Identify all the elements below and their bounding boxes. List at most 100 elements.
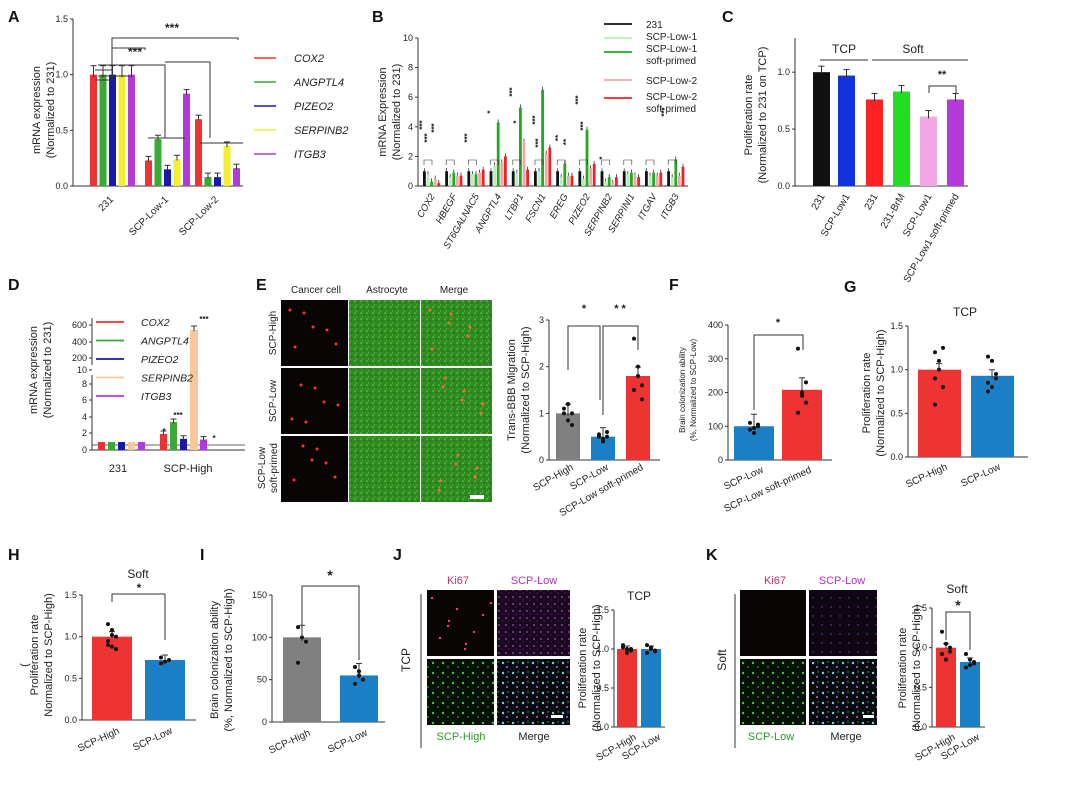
bar [537, 171, 541, 186]
y-axis-label: (Normalized to 231 on TCP) [757, 47, 769, 184]
bar [511, 171, 515, 186]
x-tick-label: SCP-High [531, 462, 575, 494]
y-axis-label: Proliferation rate [29, 615, 41, 696]
bar [504, 156, 507, 186]
bar [92, 636, 132, 720]
significance-bracket [130, 64, 166, 138]
bar [489, 171, 493, 186]
cell-dot [463, 647, 467, 651]
panel-letter: K [706, 547, 718, 564]
y-axis-label: Proliferation rate [861, 353, 873, 434]
data-point [944, 657, 948, 662]
bar [98, 442, 105, 450]
legend-label: COX2 [294, 53, 324, 65]
micrograph-cancer [281, 368, 348, 434]
legend-label: ANGPTL4 [140, 336, 189, 348]
y-tick-label: 0.5 [890, 408, 903, 418]
micrograph-cancer [281, 300, 348, 366]
bar [493, 165, 496, 186]
bar [522, 141, 526, 186]
x-tick-label: FSCN1 [523, 192, 548, 224]
y-tick-label: 0 [262, 717, 267, 727]
significance-bracket [468, 159, 477, 165]
bar [118, 442, 125, 450]
cell-dot [473, 475, 477, 479]
x-tick-label: EREG [548, 192, 571, 221]
y-tick-label: 0 [82, 445, 87, 455]
data-point [941, 345, 945, 350]
y-tick-label: 8 [408, 63, 413, 73]
y-axis-label: ( [19, 663, 31, 667]
data-point [353, 681, 357, 686]
scale-bar [470, 495, 484, 499]
data-point [640, 397, 644, 402]
bar [340, 675, 378, 722]
data-point [566, 418, 570, 423]
legend-label: soft-primed [646, 104, 696, 115]
data-point [361, 677, 365, 682]
cell-dot [460, 398, 464, 402]
y-tick-label: 0.0 [890, 452, 903, 462]
bar [893, 91, 910, 186]
significance-bracket [601, 159, 610, 165]
y-tick-label: 0.5 [596, 683, 609, 693]
bar [592, 163, 596, 186]
micrograph-label: Merge [830, 731, 861, 743]
y-axis-label: (Normalized to 231) [45, 62, 57, 159]
data-point [994, 372, 998, 377]
bar [145, 660, 185, 720]
y-axis-label: (%, Normalized to SCP-High) [223, 588, 235, 731]
cell-dot [466, 334, 470, 338]
significance-label: *** [418, 119, 427, 129]
bar [838, 75, 855, 186]
data-point [167, 658, 171, 662]
cell-dot [288, 308, 292, 312]
micrograph-header: Cancer cell [291, 285, 341, 296]
bar [622, 171, 626, 186]
bar [128, 74, 135, 186]
data-point [636, 364, 640, 369]
legend-label: SCP-Low-2 [646, 92, 698, 103]
data-point [562, 406, 566, 411]
data-point [948, 645, 952, 650]
bar [617, 649, 637, 727]
significance-label: * [327, 567, 333, 583]
bar [534, 171, 537, 186]
cell-dot [302, 311, 306, 315]
bar [200, 439, 207, 450]
data-point [625, 650, 629, 655]
cell-dot [462, 389, 466, 393]
significance-label: * [512, 120, 521, 124]
bar [582, 178, 585, 186]
y-axis-label: (Normalized to 231) [391, 64, 403, 161]
y-tick-label: 0 [408, 181, 413, 191]
data-point [357, 673, 361, 678]
bar [607, 177, 611, 186]
data-point [972, 659, 976, 664]
bar [138, 442, 145, 450]
data-point [986, 380, 990, 385]
significance-bracket [667, 159, 677, 165]
x-tick-label: 231 [97, 194, 117, 214]
cell-dot [455, 607, 459, 611]
bar [471, 174, 474, 186]
data-point [994, 376, 998, 381]
significance-bracket [945, 611, 971, 650]
panel-letter: J [393, 547, 402, 564]
data-point [621, 645, 625, 650]
x-tick-label: 231 [109, 463, 127, 475]
data-point [796, 346, 800, 351]
data-point [941, 385, 945, 390]
y-tick-label: 1.5 [890, 321, 903, 331]
data-point [562, 411, 566, 416]
data-point [110, 628, 114, 632]
data-point [640, 383, 644, 388]
bar [655, 175, 659, 186]
significance-label: * [137, 581, 142, 595]
chart-title: TCP [627, 589, 651, 603]
y-tick-label: 100 [252, 632, 267, 642]
data-point [110, 644, 114, 649]
y-axis-label: (Normalized to SCP-High) [520, 326, 532, 453]
y-tick-label: 0 [539, 455, 544, 465]
bar [459, 175, 463, 186]
